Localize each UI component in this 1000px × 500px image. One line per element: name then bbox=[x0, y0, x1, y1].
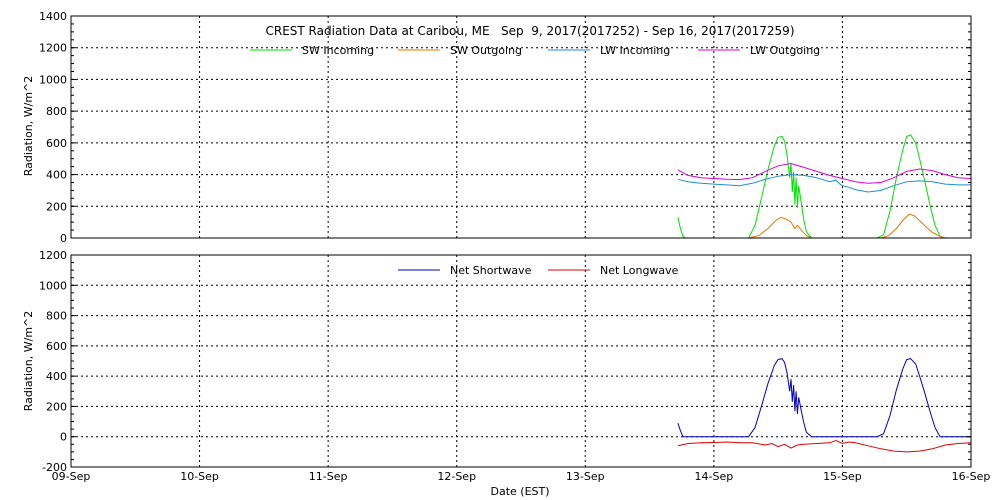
top-panel-frame bbox=[70, 15, 972, 239]
series-line-lw-incoming bbox=[677, 174, 971, 193]
y-tick-label: 0 bbox=[60, 431, 67, 444]
bottom-panel-legend: Net Shortwave Net Longwave bbox=[398, 264, 679, 277]
series-line-sw-incoming bbox=[677, 134, 946, 239]
bottom-panel: -200 0 200 400 600 800 1000 1200 09-Sep 10-Sep 11… bbox=[22, 249, 990, 498]
bottom-panel-y-ticks: -200 0 200 400 600 800 1000 1200 bbox=[39, 249, 971, 474]
top-panel-legend: SW Incoming SW Outgoing LW Incoming LW Outg… bbox=[250, 44, 820, 57]
legend-label-sw-outgoing: SW Outgoing bbox=[450, 44, 522, 57]
y-tick-label: 1400 bbox=[39, 10, 67, 23]
bottom-panel-frame bbox=[70, 254, 972, 468]
legend-label-sw-incoming: SW Incoming bbox=[302, 44, 374, 57]
y-tick-label: 800 bbox=[46, 310, 67, 323]
x-tick-label: 15-Sep bbox=[823, 470, 862, 483]
y-tick-label: 1000 bbox=[39, 279, 67, 292]
y-tick-label: 600 bbox=[46, 340, 67, 353]
legend-label-lw-outgoing: LW Outgoing bbox=[750, 44, 820, 57]
x-tick-label: 16-Sep bbox=[952, 470, 991, 483]
x-tick-label: 10-Sep bbox=[180, 470, 219, 483]
series-line-lw-outgoing bbox=[677, 162, 972, 184]
legend-label-lw-incoming: LW Incoming bbox=[600, 44, 670, 57]
series-line-net-longwave bbox=[677, 439, 972, 453]
bottom-panel-y-axis-label: Radiation, W/m^2 bbox=[22, 311, 35, 412]
top-panel: 0 200 400 600 800 1000 1200 1400 CREST Radiatio… bbox=[22, 10, 972, 245]
top-panel-y-axis-label: Radiation, W/m^2 bbox=[22, 76, 35, 177]
series-line-net-shortwave bbox=[677, 358, 971, 438]
y-tick-label: 400 bbox=[46, 370, 67, 383]
y-tick-label: 200 bbox=[46, 200, 67, 213]
y-tick-label: 800 bbox=[46, 105, 67, 118]
x-tick-label: 13-Sep bbox=[566, 470, 605, 483]
x-tick-label: 12-Sep bbox=[437, 470, 476, 483]
top-panel-grid bbox=[71, 16, 971, 238]
y-tick-label: 1200 bbox=[39, 42, 67, 55]
y-tick-label: 1000 bbox=[39, 73, 67, 86]
y-tick-label: 0 bbox=[60, 232, 67, 245]
x-tick-label: 09-Sep bbox=[52, 470, 91, 483]
chart-title: CREST Radiation Data at Caribou, ME Sep … bbox=[266, 24, 795, 38]
legend-label-net-shortwave: Net Shortwave bbox=[450, 264, 532, 277]
x-tick-label: 11-Sep bbox=[309, 470, 348, 483]
y-tick-label: 1200 bbox=[39, 249, 67, 262]
y-tick-label: -200 bbox=[42, 461, 67, 474]
y-tick-label: 600 bbox=[46, 137, 67, 150]
y-tick-label: 200 bbox=[46, 400, 67, 413]
legend-label-net-longwave: Net Longwave bbox=[600, 264, 679, 277]
bottom-panel-series bbox=[677, 358, 972, 453]
x-axis-label: Date (EST) bbox=[490, 485, 549, 498]
x-tick-label: 14-Sep bbox=[695, 470, 734, 483]
bottom-panel-grid bbox=[71, 255, 971, 467]
y-tick-label: 400 bbox=[46, 169, 67, 182]
top-panel-y-ticks: 0 200 400 600 800 1000 1200 1400 bbox=[39, 10, 971, 245]
bottom-panel-x-ticks: 09-Sep 10-Sep 11-Sep 12-Sep 13-Sep 14-Sep 15-S… bbox=[52, 470, 991, 483]
